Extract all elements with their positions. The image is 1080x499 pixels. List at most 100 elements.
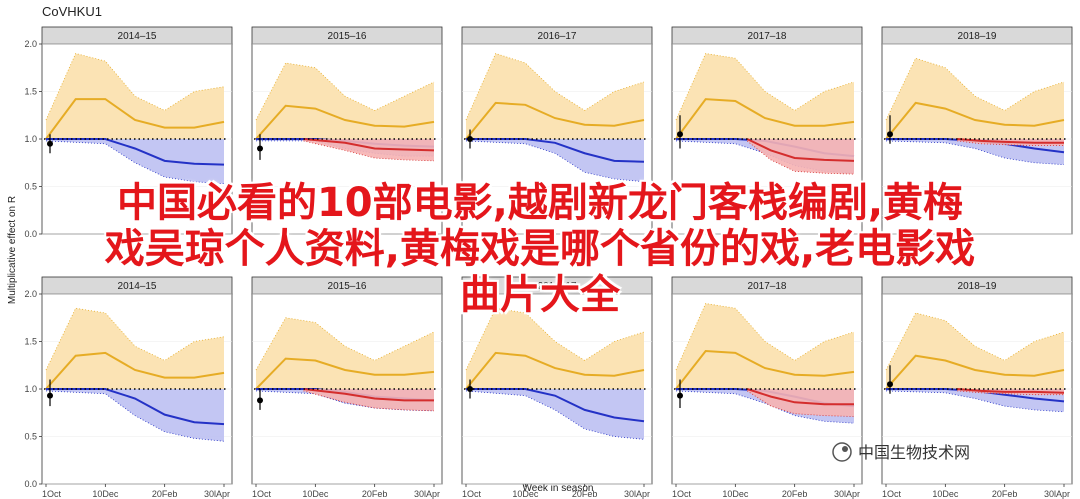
x-tick-label: 30lApr bbox=[624, 489, 650, 499]
red-effect-line bbox=[957, 388, 1065, 394]
upper-interval-band bbox=[46, 53, 224, 139]
panel-season-label: 2017–18 bbox=[748, 281, 787, 292]
red-interval-edge bbox=[746, 140, 855, 175]
y-axis-title: Multiplicative effect on R bbox=[7, 196, 18, 304]
upper-interval-band bbox=[886, 313, 1064, 389]
x-tick-label: 20Feb bbox=[152, 489, 178, 499]
upper-effect-line bbox=[255, 357, 435, 390]
lower-interval-edge bbox=[255, 390, 435, 412]
headline-line-1: 中国必看的10部电影,越剧新龙门客栈编剧,黄梅 bbox=[116, 180, 964, 226]
panel-8: 2016–17 1Oct 10Dec 20Feb 30lApr bbox=[461, 276, 653, 499]
lower-effect-line bbox=[466, 138, 645, 163]
upper-effect-line bbox=[255, 104, 435, 140]
upper-interval-band bbox=[466, 308, 644, 389]
y-tick-label: 1.5 bbox=[24, 87, 37, 97]
point-estimate bbox=[887, 381, 893, 388]
panel-season-label: 2018–19 bbox=[958, 31, 997, 42]
upper-interval-edge bbox=[465, 53, 645, 121]
upper-effect-line bbox=[885, 101, 1065, 140]
lower-effect-line bbox=[46, 388, 225, 426]
upper-interval-band bbox=[46, 308, 224, 389]
y-tick-label: 1.5 bbox=[24, 337, 37, 347]
lower-interval-band bbox=[466, 389, 644, 440]
lower-interval-edge bbox=[465, 140, 645, 183]
watermark-text: 中国生物技术网 bbox=[858, 444, 970, 462]
upper-interval-band bbox=[886, 58, 1064, 139]
upper-interval-edge bbox=[675, 303, 855, 371]
point-estimate bbox=[257, 145, 263, 152]
x-tick-label: 1Oct bbox=[672, 489, 692, 499]
red-effect-line bbox=[746, 138, 855, 162]
upper-effect-line bbox=[465, 351, 645, 390]
upper-effect-line bbox=[465, 101, 645, 140]
lower-interval-band bbox=[886, 389, 1064, 412]
x-tick-label: 30lApr bbox=[414, 489, 440, 499]
upper-interval-band bbox=[466, 53, 644, 139]
upper-interval-edge bbox=[45, 53, 225, 121]
headline-overlay: 中国必看的10部电影,越剧新龙门客栈编剧,黄梅 戏吴琼个人资料,黄梅戏是哪个省份… bbox=[0, 180, 1080, 318]
x-tick-label: 10Dec bbox=[302, 489, 329, 499]
panel-season-label: 2015–16 bbox=[328, 31, 367, 42]
y-tick-label: 0.5 bbox=[24, 432, 37, 442]
upper-effect-line bbox=[45, 351, 225, 390]
headline-line-2: 戏吴琼个人资料,黄梅戏是哪个省份的戏,老电影戏 bbox=[104, 226, 976, 272]
panel-grid: 2014–15 0.0 0.5 1.0 1.5 2.0 2015–16 2016–17 2017… bbox=[24, 26, 1073, 499]
red-interval-band bbox=[747, 139, 854, 175]
x-tick-label: 30lApr bbox=[1044, 489, 1070, 499]
point-estimate bbox=[677, 131, 683, 138]
x-tick-label: 1Oct bbox=[42, 489, 62, 499]
y-tick-label: 2.0 bbox=[24, 289, 37, 299]
headline-line-3: 曲片大全 bbox=[460, 272, 620, 318]
upper-effect-line bbox=[885, 354, 1065, 390]
red-interval-band bbox=[303, 139, 434, 161]
x-tick-label: 1Oct bbox=[882, 489, 902, 499]
red-interval-edge bbox=[957, 390, 1064, 396]
upper-interval-band bbox=[676, 303, 854, 389]
red-effect-line bbox=[957, 138, 1064, 144]
point-estimate bbox=[47, 140, 53, 147]
lower-interval-band bbox=[466, 139, 644, 182]
x-tick-label: 10Dec bbox=[512, 489, 539, 499]
point-estimate bbox=[677, 392, 683, 399]
upper-interval-edge bbox=[675, 53, 855, 121]
red-interval-band bbox=[303, 389, 434, 411]
panel-6: 2014–15 0.0 0.5 1.0 1.5 2.0 1Oct 10Dec 20Feb 30lA… bbox=[24, 276, 233, 499]
panel-season-label: 2014–15 bbox=[118, 31, 157, 42]
point-estimate bbox=[257, 397, 263, 404]
red-interval-edge bbox=[746, 390, 855, 417]
upper-interval-band bbox=[676, 53, 854, 139]
upper-effect-line bbox=[45, 98, 225, 140]
panel-10: 2018–19 1Oct 10Dec 20Feb 30lApr bbox=[881, 276, 1073, 499]
lower-effect-line bbox=[466, 388, 645, 423]
watermark-logo-icon bbox=[832, 442, 852, 462]
x-tick-label: 10Dec bbox=[92, 489, 119, 499]
panel-season-label: 2016–17 bbox=[538, 281, 577, 292]
red-effect-line bbox=[746, 388, 854, 406]
point-estimate bbox=[887, 131, 893, 138]
x-tick-label: 20Feb bbox=[992, 489, 1018, 499]
x-tick-label: 10Dec bbox=[722, 489, 749, 499]
y-tick-label: 2.0 bbox=[24, 39, 37, 49]
panel-9: 2017–18 1Oct 10Dec 20Feb 30lApr bbox=[671, 276, 863, 499]
upper-interval-edge bbox=[465, 307, 645, 371]
panel-2: 2015–16 bbox=[251, 26, 443, 235]
panel-season-label: 2015–16 bbox=[328, 281, 367, 292]
x-tick-label: 20Feb bbox=[362, 489, 388, 499]
x-tick-label: 30lApr bbox=[834, 489, 860, 499]
upper-interval-band bbox=[256, 317, 434, 389]
lower-interval-band bbox=[46, 139, 224, 184]
lower-interval-edge bbox=[885, 140, 1065, 166]
red-effect-line bbox=[303, 138, 435, 152]
watermark: 中国生物技术网 bbox=[832, 442, 970, 462]
upper-interval-edge bbox=[255, 62, 435, 121]
panel-season-label: 2017–18 bbox=[748, 31, 787, 42]
y-tick-label: 0.5 bbox=[24, 182, 37, 192]
lower-interval-band bbox=[46, 389, 224, 442]
upper-effect-line bbox=[675, 98, 855, 140]
y-tick-label: 0.0 bbox=[24, 229, 37, 239]
red-effect-line bbox=[303, 388, 434, 402]
y-tick-label: 0.0 bbox=[24, 479, 37, 489]
y-tick-label: 1.0 bbox=[24, 384, 37, 394]
x-axis-title: Week in season bbox=[523, 483, 594, 494]
